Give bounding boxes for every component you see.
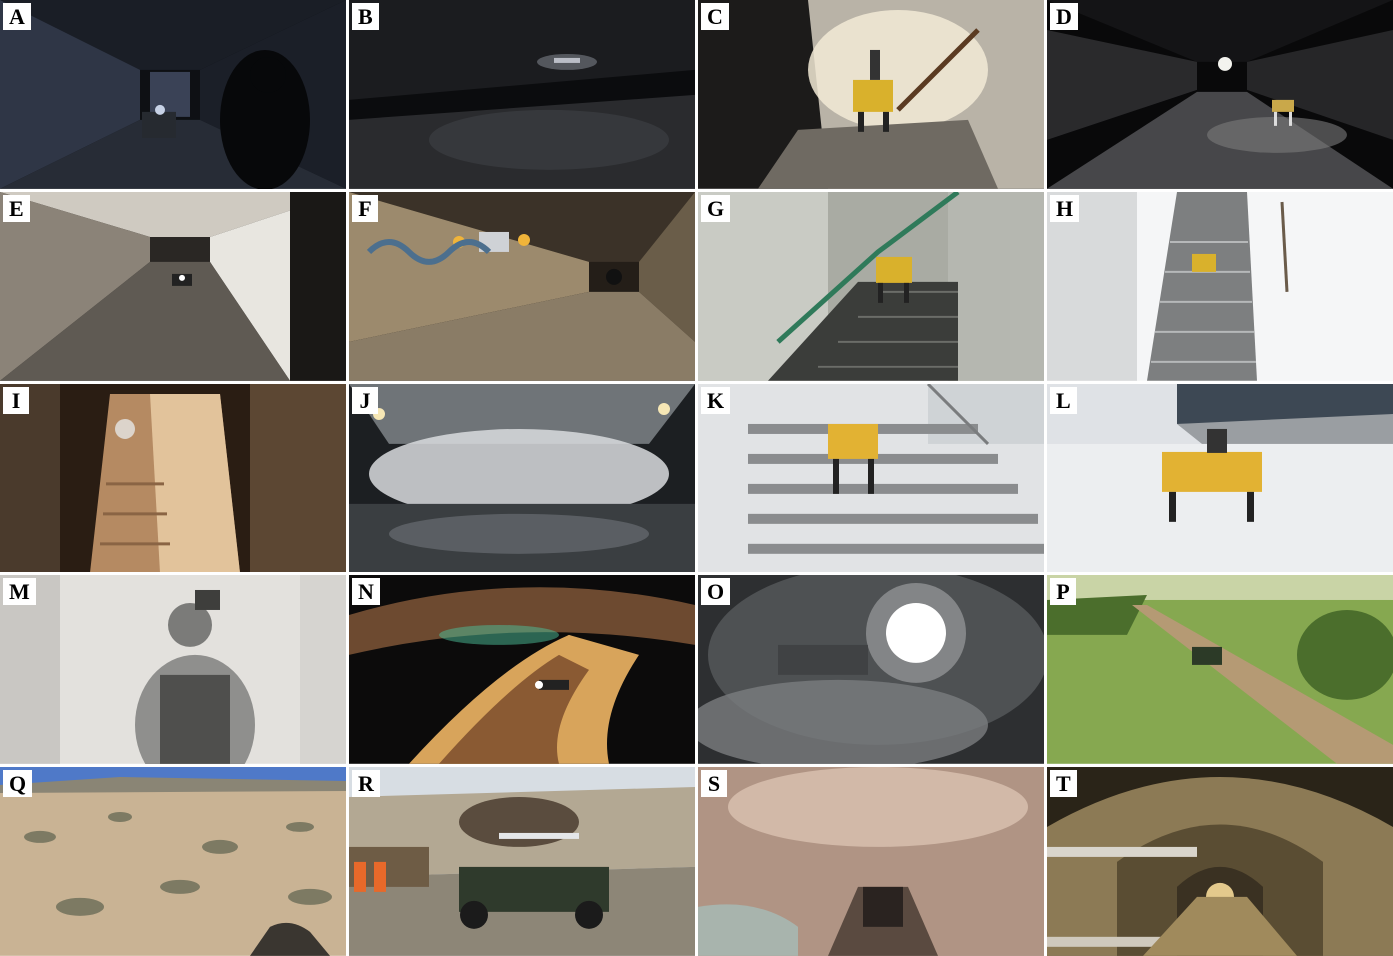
panel-a-image bbox=[0, 0, 346, 189]
panel-q-image bbox=[0, 767, 346, 956]
panel-r-label: R bbox=[352, 770, 380, 798]
panel-e-image bbox=[0, 191, 346, 381]
panel-g: G bbox=[698, 191, 1044, 381]
panel-g-label: G bbox=[701, 194, 731, 222]
panel-b: B bbox=[349, 0, 695, 189]
panel-f-label: F bbox=[352, 194, 378, 222]
panel-k-label: K bbox=[701, 386, 731, 414]
panel-n-image bbox=[349, 575, 695, 765]
panel-j-label: J bbox=[352, 386, 378, 414]
panel-s-label: S bbox=[701, 770, 727, 798]
panel-s: S bbox=[698, 767, 1044, 956]
panel-c: C bbox=[698, 0, 1044, 189]
panel-e-label: E bbox=[3, 194, 30, 222]
panel-k-image bbox=[698, 383, 1044, 573]
panel-r: R bbox=[349, 767, 695, 956]
panel-i: I bbox=[0, 383, 346, 573]
panel-e: E bbox=[0, 191, 346, 381]
panel-k: K bbox=[698, 383, 1044, 573]
panel-d-image bbox=[1047, 0, 1393, 189]
panel-f: F bbox=[349, 191, 695, 381]
panel-l-image bbox=[1047, 383, 1393, 573]
panel-p-image bbox=[1047, 575, 1393, 765]
panel-g-image bbox=[698, 191, 1044, 381]
panel-m-label: M bbox=[3, 578, 36, 606]
panel-t-label: T bbox=[1050, 770, 1077, 798]
panel-a: A bbox=[0, 0, 346, 189]
panel-d: D bbox=[1047, 0, 1393, 189]
panel-q: Q bbox=[0, 767, 346, 956]
panel-b-label: B bbox=[352, 3, 379, 30]
panel-t: T bbox=[1047, 767, 1393, 956]
panel-c-label: C bbox=[701, 3, 729, 30]
panel-l-label: L bbox=[1050, 386, 1077, 414]
panel-n: N bbox=[349, 575, 695, 765]
panel-a-label: A bbox=[3, 3, 31, 30]
panel-b-image bbox=[349, 0, 695, 189]
panel-i-image bbox=[0, 383, 346, 573]
panel-s-image bbox=[698, 767, 1044, 956]
panel-o-image bbox=[698, 575, 1044, 765]
panel-o: O bbox=[698, 575, 1044, 765]
panel-h-label: H bbox=[1050, 194, 1080, 222]
panel-n-label: N bbox=[352, 578, 380, 606]
panel-q-label: Q bbox=[3, 770, 33, 798]
panel-l: L bbox=[1047, 383, 1393, 573]
panel-p: P bbox=[1047, 575, 1393, 765]
panel-f-image bbox=[349, 191, 695, 381]
panel-d-label: D bbox=[1050, 3, 1078, 30]
panel-p-label: P bbox=[1050, 578, 1076, 606]
panel-j-image bbox=[349, 383, 695, 573]
panel-r-image bbox=[349, 767, 695, 956]
panel-m-image bbox=[0, 575, 346, 765]
panel-c-image bbox=[698, 0, 1044, 189]
panel-t-image bbox=[1047, 767, 1393, 956]
panel-h-image bbox=[1047, 191, 1393, 381]
panel-m: M bbox=[0, 575, 346, 765]
panel-o-label: O bbox=[701, 578, 731, 606]
panel-j: J bbox=[349, 383, 695, 573]
panel-i-label: I bbox=[3, 386, 29, 414]
panel-h: H bbox=[1047, 191, 1393, 381]
